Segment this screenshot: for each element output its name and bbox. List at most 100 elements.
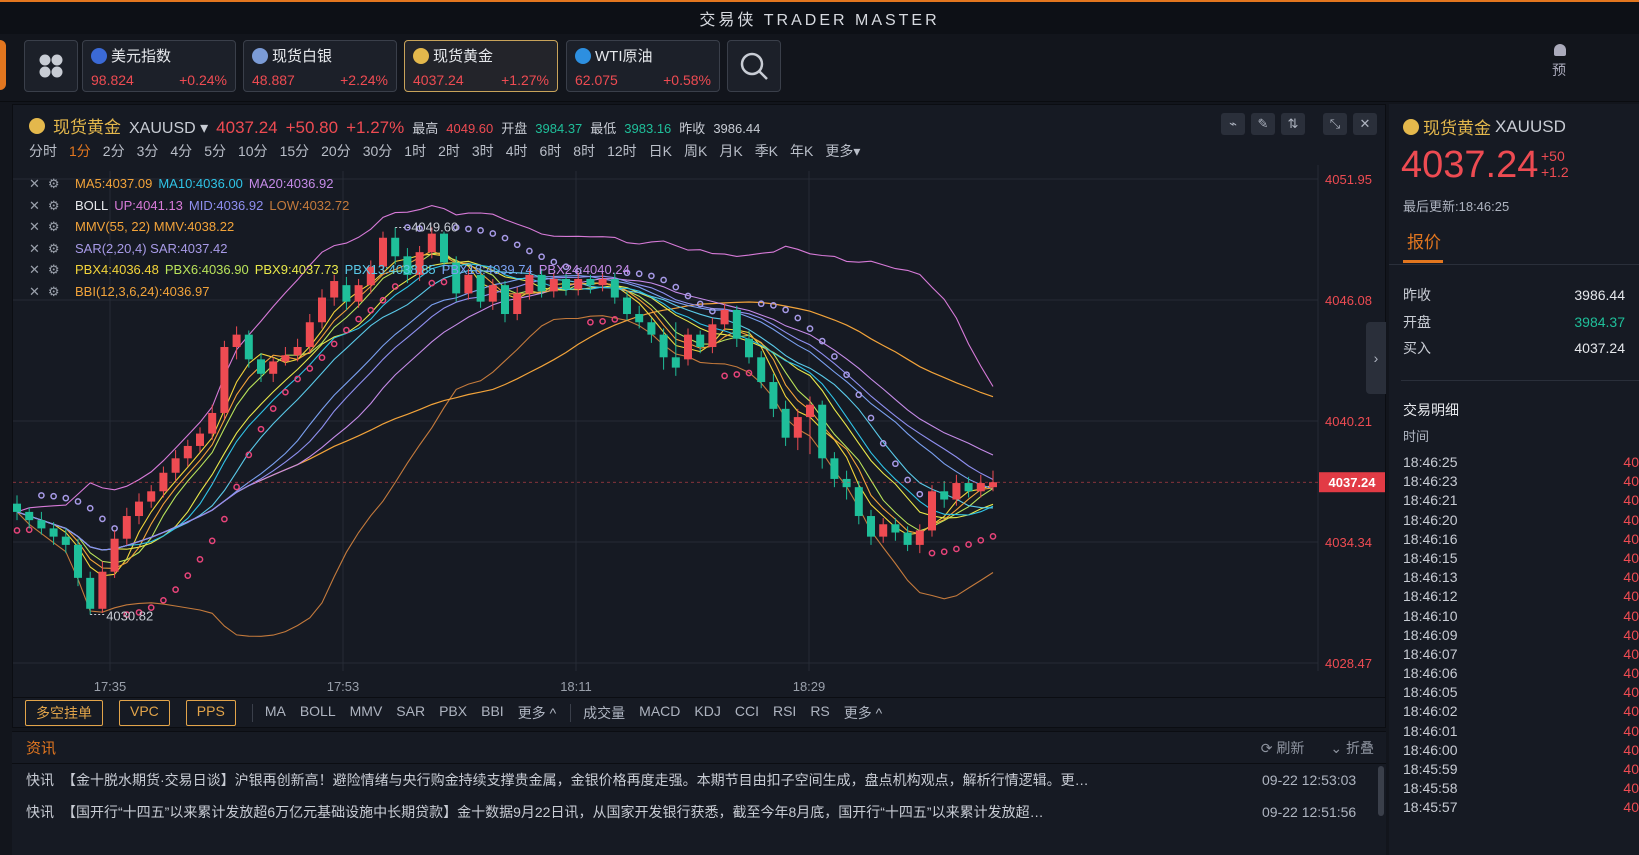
timeframe-3分[interactable]: 3分 <box>136 143 159 159</box>
candle-body <box>318 297 326 323</box>
trade-price: 40 <box>1623 741 1639 758</box>
sub-indicator-RSI[interactable]: RSI <box>772 702 797 719</box>
sub-indicator-RS[interactable]: RS <box>810 702 830 719</box>
main-indicator-更多 ^[interactable]: 更多 ^ <box>517 704 557 721</box>
sidebar-toggle-tab[interactable] <box>0 40 6 90</box>
symbol-code-dropdown[interactable]: XAUUSD ▾ <box>129 120 209 137</box>
timeframe-分时[interactable]: 分时 <box>29 143 57 159</box>
shrink-icon[interactable]: ⤡ <box>1323 113 1347 135</box>
sar-dot <box>367 306 375 314</box>
apps-button[interactable] <box>24 40 78 92</box>
timeframe-2分[interactable]: 2分 <box>102 143 125 159</box>
title-bar: 交易侠 TRADER MASTER <box>0 0 1639 34</box>
sar-dot <box>440 278 448 286</box>
sub-indicator-成交量[interactable]: 成交量 <box>583 704 626 721</box>
timeframe-日K[interactable]: 日K <box>648 143 672 159</box>
news-item[interactable]: 快讯 【金十脱水期货·交易日谈】沪银再创新高！避险情绪与央行购金持续支撑贵金属，金… <box>12 764 1386 796</box>
timeframe-1分[interactable]: 1分 <box>69 143 91 159</box>
alert-label: 预 <box>1552 62 1566 78</box>
candle-body <box>98 571 107 609</box>
timeframe-15分[interactable]: 15分 <box>279 143 310 159</box>
timeframe-季K[interactable]: 季K <box>754 143 779 159</box>
ticker-name: 美元指数 <box>91 45 227 66</box>
sub-indicator-更多 ^[interactable]: 更多 ^ <box>843 704 883 721</box>
timeframe-周K[interactable]: 周K <box>684 143 708 159</box>
settings-gear-icon[interactable]: ⚙ <box>47 262 60 277</box>
ticker-card-4[interactable]: WTI原油 62.075 +0.58% <box>566 40 720 92</box>
sub-indicator-KDJ[interactable]: KDJ <box>694 702 721 719</box>
expand-panel-button[interactable]: › <box>1366 322 1386 394</box>
remove-indicator-icon[interactable]: ✕ <box>29 283 40 299</box>
sar-dot <box>269 405 277 412</box>
candle-body <box>86 577 95 609</box>
settings-gear-icon[interactable]: ⚙ <box>47 176 60 191</box>
pencil-icon[interactable]: ✎ <box>1251 113 1275 135</box>
kline-chart[interactable]: 4051.95 4046.08 4040.21 4034.34 4028.47 17:35… <box>13 105 1385 697</box>
timeframe-月K[interactable]: 月K <box>719 143 743 159</box>
order-button-PPS[interactable]: PPS <box>185 699 236 726</box>
news-time: 09-22 12:51:56 <box>1262 804 1357 820</box>
settings-gear-icon[interactable]: ⚙ <box>47 283 60 299</box>
high-value: 4049.60 <box>446 121 494 136</box>
close-icon[interactable]: ✕ <box>1353 113 1377 135</box>
trade-time: 18:46:25 <box>1403 454 1458 470</box>
ticker-card-2[interactable]: 现货白银 48.887 +2.24% <box>243 40 397 92</box>
timeframe-10分[interactable]: 10分 <box>237 143 268 159</box>
sar-dot <box>13 527 21 534</box>
sub-indicator-CCI[interactable]: CCI <box>734 702 759 719</box>
ticker-card-3[interactable]: 现货黄金 4037.24 +1.27% <box>404 40 558 92</box>
remove-indicator-icon[interactable]: ✕ <box>29 197 40 213</box>
alert-button[interactable]: 预 <box>1552 44 1566 80</box>
ticker-change: +0.58% <box>663 72 711 88</box>
trade-row: 18:46:05 40 <box>1403 684 1639 703</box>
remove-indicator-icon[interactable]: ✕ <box>29 262 40 277</box>
settings-gear-icon[interactable]: ⚙ <box>47 197 60 213</box>
trade-price: 40 <box>1623 703 1639 720</box>
open-value: 3984.37 <box>535 121 583 136</box>
sar-dot <box>721 372 728 380</box>
refresh-button[interactable]: ⟳ 刷新 <box>1260 739 1305 756</box>
chevron-right-icon: › <box>1373 350 1379 366</box>
line-tool-icon[interactable]: ⌁ <box>1221 113 1245 135</box>
remove-indicator-icon[interactable]: ✕ <box>29 176 40 191</box>
boll-low-line <box>16 315 994 637</box>
candle-style-icon[interactable]: ⇅ <box>1281 113 1305 135</box>
collapse-button[interactable]: ⌄ 折叠 <box>1330 739 1374 756</box>
main-indicator-BOLL[interactable]: BOLL <box>299 702 336 719</box>
main-indicator-MMV[interactable]: MMV <box>349 702 383 719</box>
news-item[interactable]: 快讯 【国开行“十四五”以来累计发放超6万亿元基础设施中长期贷款】金十数据9月22… <box>12 796 1386 828</box>
remove-indicator-icon[interactable]: ✕ <box>29 219 40 234</box>
settings-gear-icon[interactable]: ⚙ <box>47 240 60 256</box>
sub-indicator-MACD[interactable]: MACD <box>639 702 681 719</box>
timeframe-3时[interactable]: 3时 <box>471 143 494 159</box>
ticker-card-1[interactable]: 美元指数 98.824 +0.24% <box>82 40 236 92</box>
timeframe-年K[interactable]: 年K <box>790 143 814 159</box>
timeframe-6时[interactable]: 6时 <box>539 143 562 159</box>
main-indicator-MA[interactable]: MA <box>264 702 286 719</box>
settings-gear-icon[interactable]: ⚙ <box>47 219 60 234</box>
timeframe-4分[interactable]: 4分 <box>170 143 193 159</box>
news-scrollbar[interactable] <box>1378 766 1384 816</box>
timeframe-2时[interactable]: 2时 <box>438 143 460 159</box>
order-button-VPC[interactable]: VPC <box>119 699 170 726</box>
sar-dot <box>892 460 899 468</box>
divider <box>251 703 253 722</box>
timeframe-20分[interactable]: 20分 <box>321 143 351 159</box>
timeframe-12时[interactable]: 12时 <box>607 143 637 159</box>
remove-indicator-icon[interactable]: ✕ <box>29 240 40 256</box>
timeframe-更多▾[interactable]: 更多▾ <box>825 143 861 159</box>
indicator-value: LOW:4032.72 <box>269 197 350 213</box>
main-indicator-SAR[interactable]: SAR <box>396 702 426 719</box>
timeframe-8时[interactable]: 8时 <box>573 143 596 159</box>
timeframe-4时[interactable]: 4时 <box>505 143 528 159</box>
tab-quote[interactable]: 报价 <box>1407 233 1441 252</box>
order-button-多空挂单[interactable]: 多空挂单 <box>25 699 103 726</box>
bell-icon <box>1554 44 1566 56</box>
timeframe-30分[interactable]: 30分 <box>362 143 393 159</box>
main-indicator-BBI[interactable]: BBI <box>481 702 504 719</box>
candle-body <box>696 334 705 347</box>
search-button[interactable] <box>727 40 781 92</box>
main-indicator-PBX[interactable]: PBX <box>439 702 468 719</box>
timeframe-1时[interactable]: 1时 <box>404 143 427 159</box>
timeframe-5分[interactable]: 5分 <box>204 143 226 159</box>
